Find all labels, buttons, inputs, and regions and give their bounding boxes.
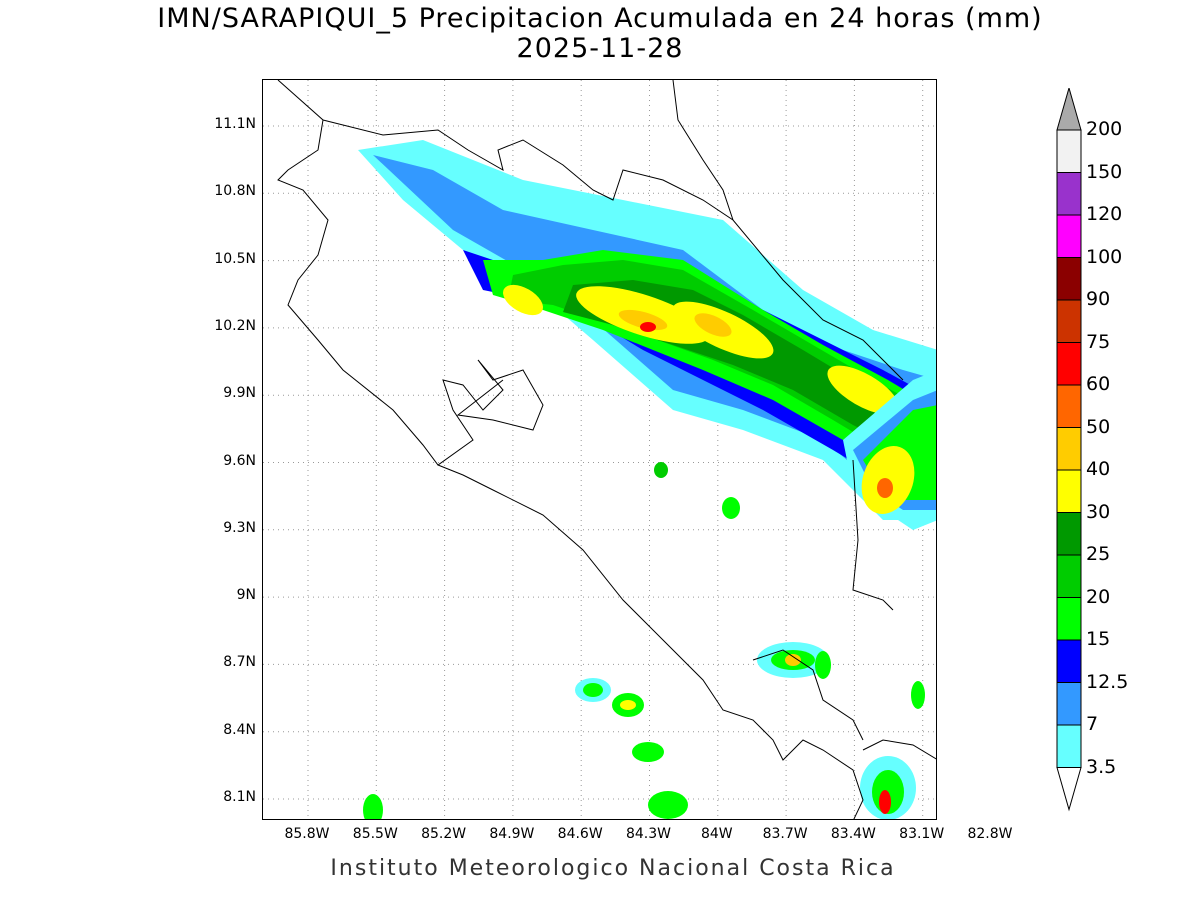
colorbar-swatch — [1056, 554, 1082, 598]
colorbar-swatch — [1056, 682, 1082, 726]
precipitation-contours — [358, 140, 936, 819]
lon-tick-label: 84W — [700, 826, 733, 842]
colorbar-level-label: 200 — [1086, 118, 1123, 140]
colorbar-swatch — [1056, 214, 1082, 258]
colorbar-level-label: 25 — [1086, 543, 1111, 565]
colorbar-swatch — [1056, 129, 1082, 173]
colorbar-level-label: 12.5 — [1086, 670, 1129, 693]
colorbar-level-label: 90 — [1086, 288, 1111, 310]
lat-tick-label: 10.5N — [214, 250, 256, 267]
lon-tick-label: 84.9W — [489, 826, 535, 842]
colorbar — [1056, 88, 1082, 812]
precipitation-map — [263, 80, 936, 819]
lat-tick-label: 8.7N — [223, 654, 256, 671]
colorbar-level-label: 150 — [1086, 160, 1123, 183]
lat-tick-label: 10.8N — [214, 183, 256, 200]
map-date: 2025-11-28 — [516, 33, 684, 64]
colorbar-max-arrow — [1056, 88, 1082, 131]
lat-tick-label: 9.9N — [223, 385, 256, 402]
lon-tick-label: 83.7W — [762, 826, 808, 842]
colorbar-level-label: 7 — [1086, 713, 1099, 735]
lat-tick-label: 11.1N — [214, 116, 256, 132]
lon-tick-label: 83.4W — [830, 826, 876, 842]
colorbar-swatch — [1056, 384, 1082, 428]
lon-tick-label: 85.5W — [352, 826, 398, 842]
colorbar-swatch — [1056, 299, 1082, 343]
lon-tick-label: 82.8W — [967, 826, 1013, 842]
colorbar-level-label: 50 — [1086, 415, 1111, 438]
colorbar-level-label: 20 — [1086, 585, 1111, 608]
colorbar-level-label: 75 — [1086, 330, 1111, 353]
map-panel — [262, 79, 937, 820]
lon-tick-label: 85.2W — [421, 826, 467, 842]
colorbar-min-arrow — [1056, 767, 1082, 812]
rain-cells-south — [363, 462, 925, 819]
lon-tick-label: 85.8W — [284, 826, 330, 842]
colorbar-swatch — [1056, 172, 1082, 216]
institution-credit: Instituto Meteorologico Nacional Costa R… — [330, 856, 896, 881]
colorbar-swatch — [1056, 257, 1082, 301]
colorbar-swatch — [1056, 597, 1082, 641]
lon-tick-label: 84.6W — [557, 826, 603, 842]
lon-tick-label: 83.1W — [899, 826, 945, 842]
lon-tick-label: 84.3W — [625, 826, 671, 842]
lat-tick-label: 8.1N — [223, 789, 256, 805]
colorbar-swatch — [1056, 342, 1082, 386]
colorbar-level-label: 120 — [1086, 203, 1123, 225]
colorbar-level-label: 3.5 — [1086, 755, 1117, 778]
colorbar-level-label: 15 — [1086, 628, 1111, 650]
colorbar-swatch — [1056, 512, 1082, 556]
colorbar-level-label: 40 — [1086, 458, 1111, 480]
lat-tick-label: 9N — [236, 587, 256, 604]
rain-cluster-southeast — [843, 370, 936, 530]
map-title: IMN/SARAPIQUI_5 Precipitacion Acumulada … — [157, 3, 1043, 34]
colorbar-level-label: 60 — [1086, 373, 1111, 395]
colorbar-swatch — [1056, 427, 1082, 471]
lat-tick-label: 8.4N — [223, 721, 256, 738]
colorbar-level-label: 30 — [1086, 500, 1111, 523]
colorbar-swatch — [1056, 469, 1082, 513]
lat-tick-label: 10.2N — [214, 317, 256, 334]
coastline-borders — [277, 80, 936, 819]
lat-tick-label: 9.6N — [223, 452, 256, 469]
colorbar-swatch — [1056, 639, 1082, 683]
colorbar-level-label: 100 — [1086, 245, 1123, 268]
lat-tick-label: 9.3N — [223, 519, 256, 536]
colorbar-swatch — [1056, 724, 1082, 768]
